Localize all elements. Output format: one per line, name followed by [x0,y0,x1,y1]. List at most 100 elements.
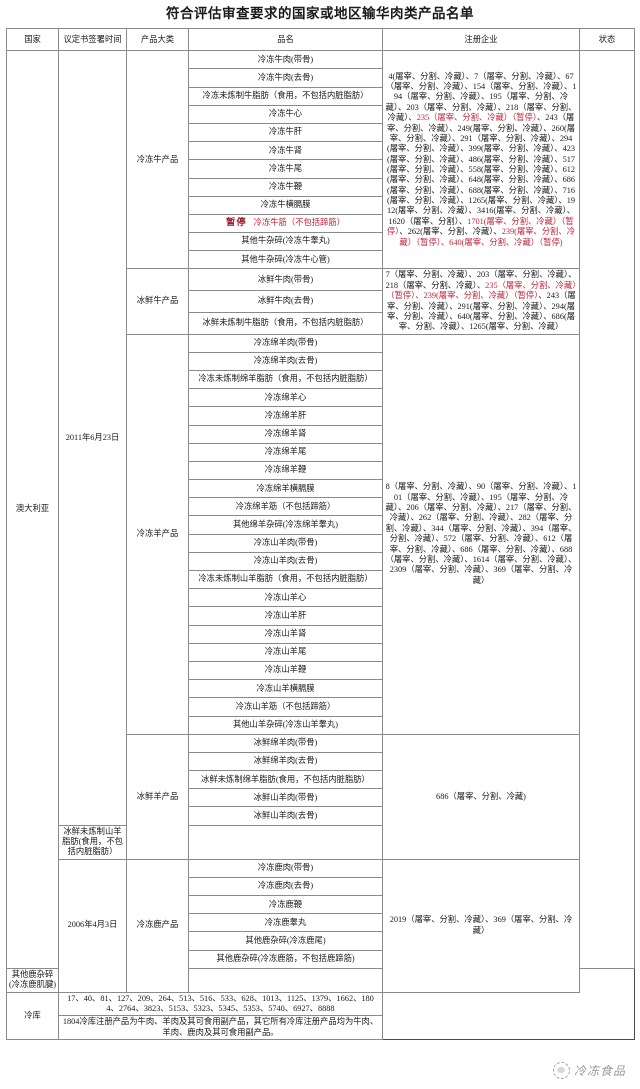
cell-product: 冷冻未炼制绵羊脂肪（食用，不包括内脏脂肪） [188,369,383,390]
cell-country: 澳大利亚 [6,50,59,969]
cell-product: 冰鲜牛肉(去骨) [188,290,383,313]
page-title: 符合评估审查要求的国家或地区输华肉类产品名单 [166,6,474,21]
cell-product: 冷冻绵羊横膈膜 [188,479,383,499]
cell-product: 冷冻鹿肉(去骨) [188,876,383,897]
cell-product: 冷冻牛肉(带骨) [188,50,383,70]
cell-product: 其他绵羊杂碎(冷冻绵羊睾丸) [188,515,383,535]
cell-cold-storage-note: 1804冷库注册产品为牛肉、羊肉及其可食用副产品，其它所有冷库注册产品均为牛肉、… [58,1015,383,1041]
cell-product: 冷冻鹿睾丸 [188,913,383,933]
table-row: 冷冻牛心 [7,104,635,124]
table-row: 其他牛杂碎(冷冻牛心管) [7,250,635,270]
firms-text-part2: 、243（屠宰、分割、冷藏）、291(屠宰、分割、冷藏）、294(屠宰、分割、冷… [386,291,576,332]
firms-suspended-1: 235（屠宰、分割、冷藏）（暂停） [416,113,537,123]
table-row: 冷冻羊产品 冷冻绵羊肉(带骨) 8（屠宰、分割、冷藏）、90（屠宰、分割、冷藏）… [7,333,635,735]
cell-product: 冷冻绵羊尾 [188,442,383,462]
cell-product: 冰鲜绵羊肉(带骨) [188,733,383,753]
cell-product: 其他山羊杂碎(冷冻山羊睾丸) [188,715,383,735]
cell-category-frozen-beef: 冷冻牛产品 [126,50,189,270]
cell-product: 冷冻山羊鞭 [188,660,383,681]
cell-product: 冷冻鹿肉(带骨) [188,858,383,878]
cell-firms-chilled-sheep: 686（屠宰、分割、冷藏) [382,733,580,860]
cell-product: 冷冻牛肉(去骨) [188,68,383,88]
table-row: 冷冻绵羊肝 [7,406,635,426]
cell-product: 冷冻山羊横膈膜 [188,679,383,699]
cell-cold-storage-numbers: 17、40、81、127、209、264、513、516、533、628、101… [58,991,383,1017]
cell-category-frozen-sheep: 冷冻羊产品 [126,333,189,735]
cell-product: 冷冻未炼制牛脂肪（食用，不包括内脏脂肪） [188,86,383,106]
cell-category-frozen-deer: 冷冻鹿产品 [126,858,189,993]
suspended-badge: 暂停 [226,217,247,228]
cell-product: 冷冻山羊尾 [188,642,383,662]
table-row: 冷冻绵羊肉(去骨) [7,351,635,371]
firms-text-part2: 、243（屠宰、分割、冷藏）、249(屠宰、分割、冷藏）、260(屠宰、分割、冷… [386,113,576,226]
cell-product: 冰鲜山羊肉(去骨) [188,806,383,826]
header-country: 国家 [6,28,59,52]
cell-product: 冷冻绵羊肝 [188,406,383,426]
table-row: 冷冻未炼制牛脂肪（食用，不包括内脏脂肪） [7,86,635,106]
table-row: 冰鲜山羊肉(去骨) [7,806,635,826]
cell-product: 冰鲜未炼制山羊脂肪(食用，不包括内脏脂肪） [58,824,127,860]
cell-firms-frozen-beef: 4(屠宰、分割、冷藏）、7（屠宰、分割、冷藏）、67（屠宰、分割、冷藏）、154… [382,50,580,270]
cell-category-chilled-sheep: 冰鲜羊产品 [126,733,189,860]
table-row: 冰鲜牛产品 冰鲜牛肉(带骨) 7（屠宰、分割、冷藏）、203（屠宰、分割、冷藏）… [7,268,635,335]
cell-product: 冷冻鹿鞭 [188,895,383,915]
cell-product: 冰鲜未炼制绵羊脂肪(食用，不包括内脏脂肪） [188,770,383,790]
cell-product: 冷冻山羊心 [188,588,383,608]
meat-products-table: 国家 议定书签署时间 产品大类 品名 注册企业 状态 澳大利亚 2011年6月2… [6,28,635,1041]
firms-suspended-3: 239(屠宰、分割、冷藏）（暂停）、640(屠宰、分割、冷藏）（暂停) [399,227,576,247]
table-row: 冷冻绵羊心 [7,388,635,408]
firms-text-part1: 7（屠宰、分割、冷藏）、203（屠宰、分割、冷藏）、218（屠宰、分割、冷藏）、 [385,270,577,290]
cell-category-cold-storage: 冷库 [6,991,59,1041]
header-row: 国家 议定书签署时间 产品大类 品名 注册企业 状态 [6,28,635,52]
table-row: 1804冷库注册产品为牛肉、羊肉及其可食用副产品，其它所有冷库注册产品均为牛肉、… [7,1015,635,1041]
cell-product: 冰鲜未炼制牛脂肪（食用，不包括内脏脂肪） [188,311,383,335]
cell-product: 冷冻牛肾 [188,141,383,161]
table-row: 冷库 17、40、81、127、209、264、513、516、533、628、… [6,991,635,1041]
cell-product: 冷冻山羊肝 [188,606,383,626]
cell-product: 冷冻牛鞭 [188,177,383,197]
cell-product: 其他牛杂碎(冷冻牛心管) [188,250,383,270]
header-category: 产品大类 [126,28,189,52]
table-row: 其他鹿杂碎(冷冻鹿肌腱) [6,967,635,993]
table-row: 冰鲜未炼制山羊脂肪(食用，不包括内脏脂肪） [7,824,635,860]
cell-product: 冷冻牛肝 [188,122,383,143]
cell-product: 冷冻牛横膈膜 [188,195,383,215]
table-header: 国家 议定书签署时间 产品大类 品名 注册企业 状态 [6,28,635,52]
cell-product: 冷冻绵羊肉(带骨) [188,333,383,353]
table-row: 冷冻绵羊尾 [7,442,635,462]
cell-product: 其他鹿杂碎(冷冻鹿肌腱) [6,967,59,993]
table-row: 冷冻绵羊鞭 [7,460,635,481]
cell-product: 冷冻山羊筋（不包括蹄筋） [188,697,383,717]
cell-product: 冷冻牛尾 [188,159,383,179]
header-protocol-date: 议定书签署时间 [58,28,127,52]
header-status: 状态 [579,28,635,52]
watermark-label: 冷冻食品 [573,1064,626,1078]
snowflake-logo-icon [552,1062,570,1079]
cell-product: 冰鲜山羊肉(带骨) [188,788,383,808]
cell-product: 冷冻牛心 [188,104,383,124]
cell-product: 冰鲜牛肉(带骨) [188,268,383,292]
cell-product: 冷冻未炼制山羊脂肪（食用，不包括内脏脂肪） [188,570,383,590]
firms-suspended-1: 235（屠宰、分割、冷藏）（暂停）、239(屠宰、分割、冷藏）（暂停） [386,280,577,301]
firms-text-part3: 、262(屠宰、分割、冷藏）、 [399,227,502,237]
cell-protocol-date-2: 2006年4月3日 [58,858,127,993]
cell-category-chilled-beef: 冰鲜牛产品 [126,268,189,335]
cell-product: 冷冻山羊肾 [188,624,383,644]
table-row: 冷冻山羊横膈膜 [7,679,635,699]
cell-firms-chilled-beef: 7（屠宰、分割、冷藏）、203（屠宰、分割、冷藏）、218（屠宰、分割、冷藏）、… [382,268,580,335]
watermark: 冷冻食品 [552,1062,626,1079]
cell-status [579,50,635,969]
cell-product: 冷冻山羊肉(去骨) [188,551,383,572]
firms-suspended-2: 1701(屠宰、分割、冷藏）（暂停） [386,216,574,237]
cell-product: 冷冻绵羊肾 [188,424,383,444]
cell-protocol-date-1: 2011年6月23日 [58,50,127,826]
cell-firms-frozen-deer: 2019（屠宰、分割、冷藏）、369（屠宰、分割、冷藏） [382,858,580,993]
cell-firms-frozen-sheep: 8（屠宰、分割、冷藏）、90（屠宰、分割、冷藏）、101（屠宰、分割、冷藏）、1… [382,333,580,735]
cell-product: 冷冻绵羊肉(去骨) [188,351,383,371]
table-row: 冷冻牛肉(去骨) [7,68,635,88]
table-row: 澳大利亚 2011年6月23日 冷冻牛产品 冷冻牛肉(带骨) 4(屠宰、分割、冷… [6,50,635,969]
table-row: 其他鹿杂碎(冷冻鹿筋，不包括鹿蹄筋) [7,949,635,969]
firms-text-part1: 4(屠宰、分割、冷藏）、7（屠宰、分割、冷藏）、67（屠宰、分割、冷藏）、154… [385,71,577,123]
cell-product: 冷冻绵羊筋（不包括蹄筋） [188,497,383,517]
